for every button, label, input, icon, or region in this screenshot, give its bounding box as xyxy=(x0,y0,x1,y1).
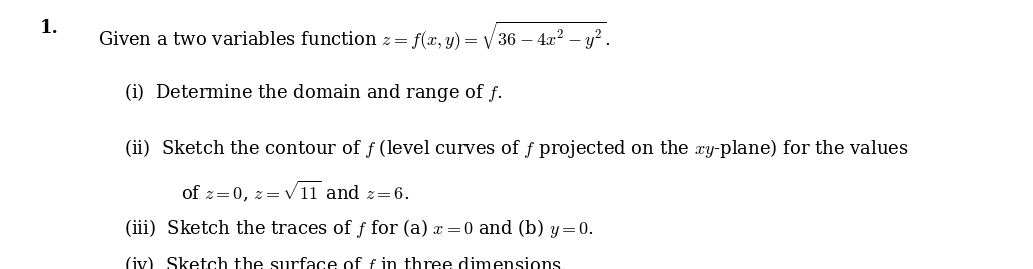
Text: Given a two variables function $z = f(x, y) = \sqrt{36 - 4x^2 - y^2}$.: Given a two variables function $z = f(x,… xyxy=(98,19,611,52)
Text: (iii)  Sketch the traces of $f$ for (a) $x = 0$ and (b) $y = 0$.: (iii) Sketch the traces of $f$ for (a) $… xyxy=(124,217,593,240)
Text: (iv)  Sketch the surface of $f$ in three dimensions.: (iv) Sketch the surface of $f$ in three … xyxy=(124,254,567,269)
Text: of $z = 0$, $z = \sqrt{11}$ and $z = 6$.: of $z = 0$, $z = \sqrt{11}$ and $z = 6$. xyxy=(181,179,409,204)
Text: 1.: 1. xyxy=(39,19,58,37)
Text: (i)  Determine the domain and range of $f$.: (i) Determine the domain and range of $f… xyxy=(124,81,503,104)
Text: (ii)  Sketch the contour of $f$ (level curves of $f$ projected on the $xy$-plane: (ii) Sketch the contour of $f$ (level cu… xyxy=(124,137,909,160)
